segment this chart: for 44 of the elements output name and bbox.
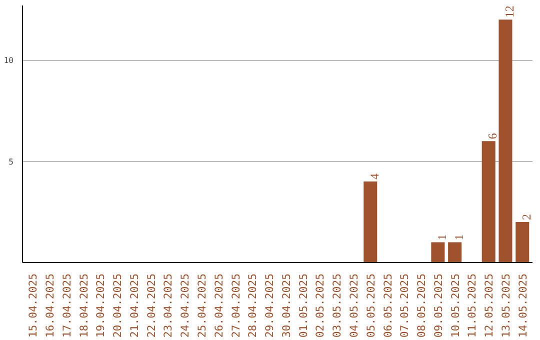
x-tick-label: 17.04.2025 <box>60 274 74 338</box>
x-tick-label: 12.05.2025 <box>482 274 496 338</box>
data-label: 1 <box>434 234 449 240</box>
x-tick-label: 04.05.2025 <box>347 274 360 338</box>
x-tick-label: 07.05.2025 <box>398 274 412 338</box>
bar <box>364 182 378 262</box>
x-tick-label: 13.05.2025 <box>499 274 512 338</box>
x-tick-label: 30.04.2025 <box>280 274 293 338</box>
x-tick-label: 05.05.2025 <box>364 274 378 338</box>
x-tick-label: 10.05.2025 <box>448 274 462 338</box>
x-tick-label: 09.05.2025 <box>432 274 445 338</box>
data-label: 2 <box>519 214 534 220</box>
bar <box>482 141 496 262</box>
x-tick-label: 14.05.2025 <box>516 274 530 338</box>
data-label: 6 <box>486 133 500 140</box>
x-tick-label: 29.04.2025 <box>263 274 276 338</box>
x-tick-label: 08.05.2025 <box>415 274 428 338</box>
y-tick-label: 10 <box>4 56 14 66</box>
bar <box>448 242 462 262</box>
x-tick-label: 27.04.2025 <box>229 274 242 338</box>
x-tick-label: 02.05.2025 <box>314 274 327 338</box>
x-tick-label: 20.04.2025 <box>111 274 124 338</box>
x-tick-label: 23.04.2025 <box>162 274 175 338</box>
x-tick-label: 11.05.2025 <box>466 274 479 338</box>
x-tick-label: 28.04.2025 <box>246 274 260 338</box>
data-label: 1 <box>452 234 466 240</box>
bar <box>498 20 512 262</box>
x-tick-label: 25.04.2025 <box>196 274 209 338</box>
data-label: 12 <box>502 6 516 18</box>
bar <box>516 222 530 262</box>
x-tick-label: 06.05.2025 <box>381 274 394 338</box>
x-tick-label: 21.04.2025 <box>128 274 141 338</box>
y-tick-label: 5 <box>8 157 14 166</box>
x-tick-label: 24.04.2025 <box>178 274 192 338</box>
bar <box>431 242 445 262</box>
x-tick-label: 26.04.2025 <box>212 274 226 338</box>
x-tick-label: 18.04.2025 <box>77 274 90 338</box>
x-tick-label: 16.04.2025 <box>44 274 57 338</box>
x-tick-label: 22.04.2025 <box>144 274 158 338</box>
x-tick-label: 01.05.2025 <box>296 274 310 338</box>
data-label: 4 <box>367 174 382 180</box>
x-tick-label: 03.05.2025 <box>330 274 344 338</box>
x-tick-label: 19.04.2025 <box>94 274 108 338</box>
x-tick-label: 15.04.2025 <box>26 274 40 338</box>
